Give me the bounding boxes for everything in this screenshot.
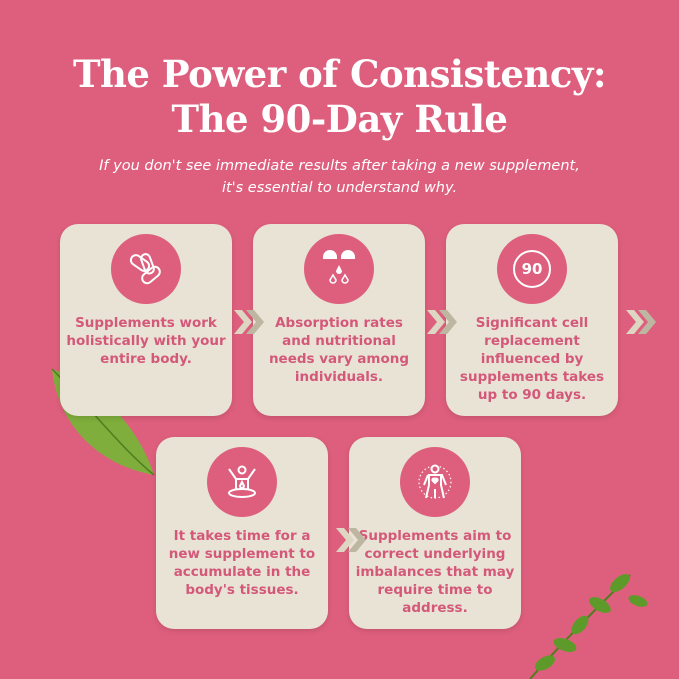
subtitle: If you don't see immediate results after… [0,155,679,199]
chevron-right-icon [626,310,656,334]
title-line-1: The Power of Consistency: [72,52,607,96]
chevron-right-icon [234,310,264,334]
card-text: It takes time for a new supplement to ac… [168,528,316,598]
subtitle-line-1: If you don't see immediate results after… [99,158,580,174]
card-holistic: Supplements work holistically with your … [60,224,232,416]
card-accumulate: It takes time for a new supplement to ac… [156,437,328,629]
card-text: Supplements work holistically with your … [66,315,226,367]
card-absorption: Absorption rates and nutritional needs v… [253,224,425,416]
capsule-drops-icon [304,234,374,304]
ninety-badge-text: 90 [513,250,551,288]
chevron-right-icon [336,528,366,552]
subtitle-line-2: it's essential to understand why. [221,180,458,196]
branch-decoration [529,574,648,679]
page-title: The Power of Consistency: The 90-Day Rule [0,52,679,142]
body-balance-icon [400,447,470,517]
chevron-right-icon [427,310,457,334]
card-text: Supplements aim to correct underlying im… [355,528,515,616]
body-absorption-icon [207,447,277,517]
pills-icon [111,234,181,304]
card-text: Significant cell replacement influenced … [459,315,605,403]
card-imbalances: Supplements aim to correct underlying im… [349,437,521,629]
ninety-badge-icon: 90 [497,234,567,304]
title-line-2: The 90-Day Rule [171,97,508,141]
card-text: Absorption rates and nutritional needs v… [268,315,410,385]
card-cell-replacement: 90 Significant cell replacement influenc… [446,224,618,416]
